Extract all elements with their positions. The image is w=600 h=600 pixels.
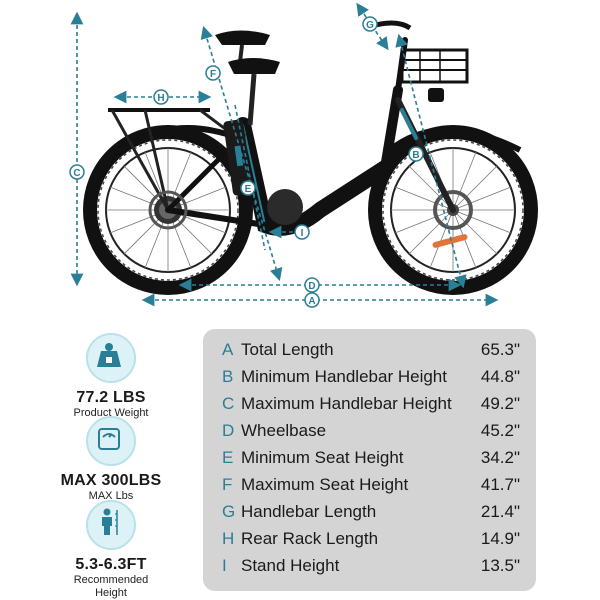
spec-letter: A bbox=[222, 340, 234, 359]
svg-text:I: I bbox=[301, 228, 304, 239]
svg-text:A: A bbox=[308, 296, 315, 307]
spec-letter: I bbox=[222, 556, 227, 575]
spec-value: 49.2" bbox=[480, 394, 520, 413]
spec-value: 34.2" bbox=[480, 448, 520, 467]
svg-text:C: C bbox=[73, 168, 80, 179]
spec-row-g: G Handlebar Length 21.4" bbox=[203, 500, 536, 527]
weight-icon bbox=[86, 333, 136, 383]
spec-row-c: C Maximum Handlebar Height 49.2" bbox=[203, 392, 536, 419]
spec-name: Minimum Seat Height bbox=[241, 448, 404, 467]
spec-letter: C bbox=[222, 394, 235, 413]
spec-row-e: E Minimum Seat Height 34.2" bbox=[203, 446, 536, 473]
dimension-labels: C H F E G B I D A bbox=[69, 16, 424, 308]
spec-name: Wheelbase bbox=[241, 421, 327, 440]
spec-name: Rear Rack Length bbox=[241, 529, 379, 548]
spec-name: Handlebar Length bbox=[241, 502, 377, 521]
label-g: G bbox=[362, 16, 378, 32]
stat-max-load: MAX 300LBS MAX Lbs bbox=[36, 416, 186, 503]
stat-rider-height-label: Recommended Height bbox=[73, 574, 149, 599]
spec-row-b: B Minimum Handlebar Height 44.8" bbox=[203, 365, 536, 392]
spec-name: Stand Height bbox=[241, 556, 340, 575]
label-a: A bbox=[304, 292, 320, 308]
scale-icon bbox=[86, 416, 136, 466]
label-h: H bbox=[153, 89, 169, 105]
spec-letter: E bbox=[222, 448, 234, 467]
stat-weight-value: 77.2 LBS bbox=[76, 389, 146, 406]
spec-letter: G bbox=[222, 502, 236, 521]
spec-value: 14.9" bbox=[480, 529, 520, 548]
seats bbox=[215, 30, 280, 126]
spec-letter: F bbox=[222, 475, 233, 494]
stat-max-load-value: MAX 300LBS bbox=[60, 472, 162, 489]
svg-text:F: F bbox=[210, 69, 216, 80]
spec-row-i: I Stand Height 13.5" bbox=[203, 554, 536, 581]
svg-text:E: E bbox=[245, 184, 252, 195]
label-c: C bbox=[69, 164, 85, 180]
stat-rider-height-value: 5.3-6.3FT bbox=[75, 556, 147, 573]
stat-weight: 77.2 LBS Product Weight bbox=[36, 333, 186, 420]
spec-row-f: F Maximum Seat Height 41.7" bbox=[203, 473, 536, 500]
spec-name: Maximum Seat Height bbox=[241, 475, 409, 494]
label-b: B bbox=[408, 146, 424, 162]
spec-name: Minimum Handlebar Height bbox=[241, 367, 447, 386]
spec-letter: D bbox=[222, 421, 235, 440]
handlebar-basket bbox=[364, 20, 469, 102]
label-e: E bbox=[240, 180, 256, 196]
stat-weight-label: Product Weight bbox=[73, 407, 149, 419]
person-height-icon bbox=[86, 500, 136, 550]
frame-brand-text: Ridstar bbox=[348, 114, 376, 147]
spec-value: 44.8" bbox=[480, 367, 520, 386]
bike-diagram: Ridstar bbox=[69, 2, 538, 308]
spec-row-h: H Rear Rack Length 14.9" bbox=[203, 527, 536, 554]
svg-text:G: G bbox=[366, 20, 374, 31]
spec-table: A Total Length 65.3" B Minimum Handlebar… bbox=[203, 329, 536, 591]
spec-value: 13.5" bbox=[480, 556, 520, 575]
motor bbox=[267, 189, 303, 225]
spec-row-a: A Total Length 65.3" bbox=[203, 338, 536, 365]
spec-value: 65.3" bbox=[480, 340, 520, 359]
label-i: I bbox=[294, 224, 310, 240]
label-f: F bbox=[205, 65, 221, 81]
svg-text:H: H bbox=[157, 93, 164, 104]
svg-text:B: B bbox=[412, 150, 419, 161]
spec-value: 45.2" bbox=[480, 421, 520, 440]
spec-letter: H bbox=[222, 529, 235, 548]
spec-row-d: D Wheelbase 45.2" bbox=[203, 419, 536, 446]
svg-text:D: D bbox=[308, 281, 315, 292]
spec-value: 21.4" bbox=[480, 502, 520, 521]
spec-letter: B bbox=[222, 367, 234, 386]
spec-value: 41.7" bbox=[480, 475, 520, 494]
label-d: D bbox=[304, 277, 320, 293]
spec-name: Maximum Handlebar Height bbox=[241, 394, 452, 413]
stat-rider-height: 5.3-6.3FT Recommended Height bbox=[36, 500, 186, 600]
stat-max-load-label: MAX Lbs bbox=[88, 490, 134, 502]
spec-name: Total Length bbox=[241, 340, 334, 359]
